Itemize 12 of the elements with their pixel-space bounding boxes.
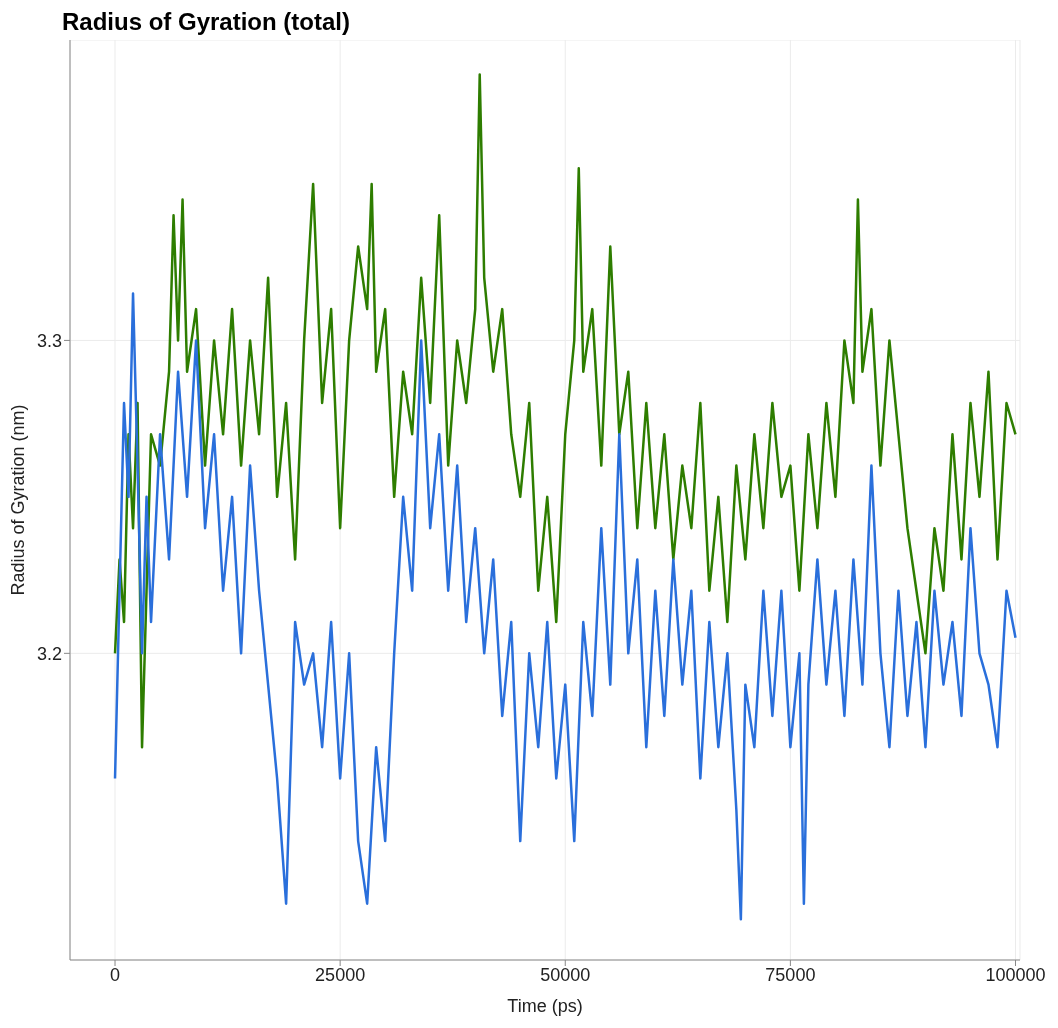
y-tick-label: 3.2 — [36, 643, 62, 664]
y-axis-title: Radius of Gyration (nm) — [8, 404, 29, 596]
chart-title: Radius of Gyration (total) — [61, 8, 351, 37]
x-tick-label: 50000 — [540, 964, 591, 985]
x-tick-label: 100000 — [985, 964, 1046, 985]
line-series — [113, 292, 1017, 921]
line-series — [113, 73, 1017, 749]
x-tick-label: 0 — [110, 964, 121, 985]
x-axis-title: Time (ps) — [507, 996, 583, 1016]
x-tick-label: 25000 — [315, 964, 366, 985]
x-tick-label: 75000 — [765, 964, 816, 985]
y-tick-label: 3.3 — [36, 330, 62, 351]
